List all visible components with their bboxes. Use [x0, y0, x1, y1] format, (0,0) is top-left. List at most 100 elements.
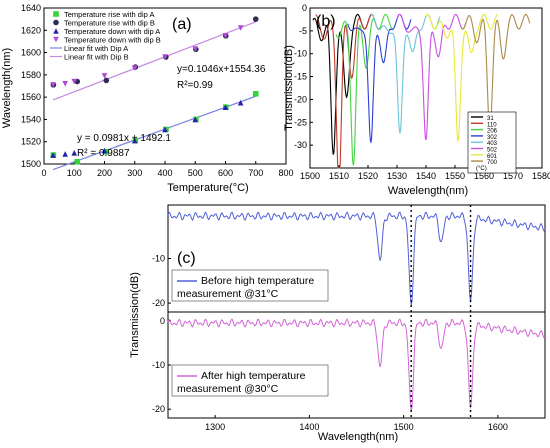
fit-line — [52, 95, 256, 171]
panel-b-y-axis-label: Transmission(dB) — [283, 45, 295, 131]
data-point — [50, 82, 56, 88]
data-point — [252, 91, 259, 97]
legend-entry: Temperature down with dip A — [64, 27, 160, 36]
panel-a-data-points — [50, 16, 259, 165]
legend-entry: Before high temperature — [201, 275, 314, 287]
data-point — [62, 151, 68, 157]
x-tick-label: 1500 — [394, 422, 414, 432]
data-point — [103, 77, 110, 84]
panel-a-axis-ticks: 0 100 200 300 400 500 600 700 800 1500 1520 1540 156… — [21, 3, 294, 178]
legend-box — [171, 269, 329, 302]
y-tick-label: -10 — [152, 360, 165, 370]
data-point — [53, 28, 59, 34]
x-tick-label: 1400 — [299, 422, 319, 432]
panel-b-label: (b) — [316, 13, 336, 30]
y-tick-label: -15 — [294, 72, 307, 82]
data-point — [192, 116, 199, 123]
x-tick-label: 0 — [41, 168, 46, 178]
y-tick-label: -10 — [294, 49, 307, 59]
legend-entry: measurement @31°C — [177, 288, 279, 300]
legend-entry: 700 — [487, 160, 498, 166]
legend-entry: 206 — [487, 129, 498, 135]
x-tick-label: 1520 — [358, 171, 378, 181]
legend-box — [171, 364, 329, 397]
data-point — [162, 126, 168, 133]
legend-entry: After high temperature — [201, 370, 306, 382]
x-tick-label: 1540 — [416, 171, 436, 181]
y-tick-label: 0 — [160, 316, 165, 326]
data-point — [74, 158, 81, 165]
panel-c-label: (c) — [177, 250, 196, 267]
x-tick-label: 600 — [218, 168, 233, 178]
y-tick-label: 1560 — [21, 92, 41, 102]
spectrum-line — [167, 318, 546, 412]
fit-equation-dip-b: y=0.1046x+1554.36 — [177, 64, 266, 75]
panel-c-dip-markers — [410, 205, 472, 418]
data-point — [53, 36, 59, 43]
x-tick-label: 1530 — [387, 171, 407, 181]
y-tick-label: 1640 — [21, 3, 41, 13]
legend-entry: Temperature rise with dip A — [64, 10, 154, 19]
legend-unit: (°C) — [476, 166, 487, 172]
panel-a-fit-lines — [52, 21, 256, 171]
data-point — [71, 150, 78, 156]
legend-entry: 601 — [487, 154, 498, 160]
x-tick-label: 800 — [278, 168, 293, 178]
x-tick-label: 1570 — [503, 171, 523, 181]
fit-r2-dip-b: R²=0.99 — [177, 80, 213, 91]
x-tick-label: 400 — [157, 168, 172, 178]
legend-entry: measurement @30°C — [177, 383, 279, 395]
x-tick-label: 300 — [127, 168, 142, 178]
legend-entry: Temperature down with dip B — [64, 36, 161, 45]
x-tick-label: 100 — [67, 168, 82, 178]
y-tick-label: -5 — [299, 26, 307, 36]
panel-a-y-axis-label: Wavelength(nm) — [1, 48, 13, 128]
x-tick-label: 1550 — [445, 171, 465, 181]
data-point — [162, 54, 168, 60]
panel-c-x-axis-label: Wavelength(nm) — [318, 431, 398, 443]
data-point — [53, 19, 59, 26]
data-point — [237, 99, 244, 106]
data-point — [101, 147, 108, 154]
spectrum-line — [315, 13, 380, 169]
data-point — [101, 73, 108, 79]
y-tick-label: 1500 — [21, 159, 41, 169]
y-tick-label: 0 — [302, 3, 307, 13]
panel-b: 1500 1510 1520 1530 1540 1550 1560 1570 1580 -30 -… — [283, 3, 550, 197]
legend-entry: 403 — [487, 141, 498, 147]
spectrum-line — [425, 13, 498, 142]
x-tick-label: 1500 — [300, 171, 320, 181]
panel-b-spectra — [312, 13, 531, 169]
y-tick-label: -30 — [294, 140, 307, 150]
y-tick-label: 1520 — [21, 137, 41, 147]
panel-c-spectra — [167, 211, 546, 412]
panel-b-axis-ticks: 1500 1510 1520 1530 1540 1550 1560 1570 1580 -30 -… — [294, 3, 550, 181]
legend-entry: 502 — [487, 148, 498, 154]
data-point — [50, 152, 56, 158]
x-tick-label: 1600 — [488, 422, 508, 432]
y-tick-label: 1620 — [21, 25, 41, 35]
y-tick-label: -20 — [294, 94, 307, 104]
data-point — [222, 104, 229, 110]
x-tick-label: 1580 — [532, 171, 550, 181]
data-point — [131, 65, 138, 71]
data-point — [222, 33, 229, 39]
spectrum-line — [396, 13, 467, 141]
y-tick-label: 1600 — [21, 48, 41, 58]
legend-entry: Linear fit with Dip B — [64, 53, 129, 62]
spectrum-line — [167, 211, 546, 306]
panel-a-x-axis-label: Temperature(°C) — [167, 182, 248, 194]
y-tick-label: -20 — [152, 404, 165, 414]
data-point — [62, 80, 68, 87]
panel-b-x-axis-label: Wavelength(nm) — [388, 185, 468, 197]
x-tick-label: 700 — [248, 168, 263, 178]
data-point — [192, 46, 199, 53]
panel-a: 0 100 200 300 400 500 600 700 800 1500 1520 1540 156… — [1, 3, 294, 194]
legend-entry: Linear fit with Dip A — [64, 44, 128, 53]
y-tick-label: 1540 — [21, 114, 41, 124]
legend-entry: 31 — [487, 116, 494, 122]
data-point — [252, 16, 259, 22]
fit-line — [52, 21, 256, 101]
